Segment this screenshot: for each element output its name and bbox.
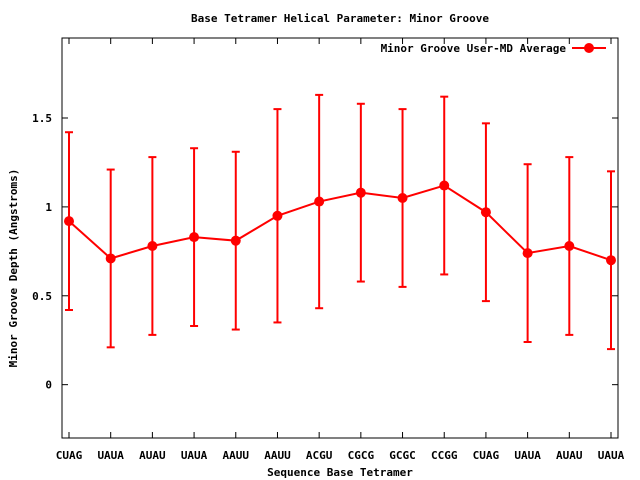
x-tick-label: AUAU [556,449,583,462]
legend-label: Minor Groove User-MD Average [381,42,567,55]
series-line [68,184,612,262]
legend: Minor Groove User-MD Average [381,42,606,55]
data-point [522,248,533,259]
data-point [355,187,366,198]
data-point [189,232,200,243]
x-tick-label: ACGU [306,449,333,462]
x-tick-label: GCGC [389,449,416,462]
x-tick-label: CGCG [348,449,375,462]
x-tick-label: AAUU [264,449,291,462]
x-tick-label: UAUA [97,449,124,462]
data-point [64,216,74,227]
data-point [397,193,408,203]
y-tick-label: 1 [45,201,52,214]
data-point [230,235,241,246]
x-tick-label: CCGG [431,449,458,462]
x-tick-label: AAUU [223,449,250,462]
y-tick-label: 0.5 [32,290,52,303]
y-tick-label: 1.5 [32,112,52,125]
y-axis-label: Minor Groove Depth (Angstroms) [7,169,20,368]
plot-frame [61,37,619,439]
y-tick-label: 0 [45,379,52,392]
x-tick-label: AUAU [139,449,166,462]
x-tick-label: UAUA [598,449,625,462]
x-tick-label: CUAG [56,449,83,462]
data-point [480,207,491,218]
data-point [147,241,158,251]
data-point [606,255,616,266]
x-tick-label: UAUA [181,449,208,462]
data-point [105,253,116,264]
data-point [439,180,450,191]
data-point [314,196,325,207]
x-axis-label: Sequence Base Tetramer [267,466,413,479]
x-tick-label: UAUA [514,449,541,462]
x-tick-label: CUAG [473,449,500,462]
data-point [272,210,283,221]
data-point [564,241,575,251]
legend-marker [584,43,594,53]
chart-title: Base Tetramer Helical Parameter: Minor G… [191,12,489,25]
